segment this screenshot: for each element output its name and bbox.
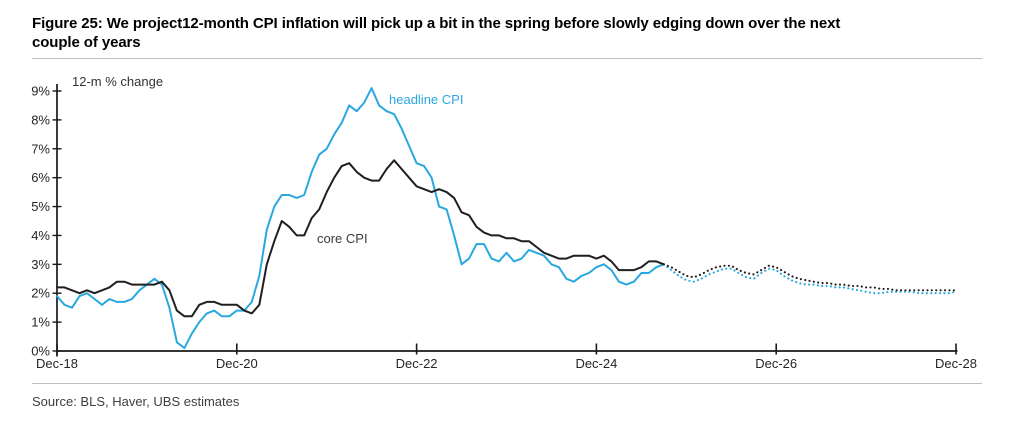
y-tick-label: 3% <box>31 257 50 272</box>
y-tick-label: 8% <box>31 112 50 127</box>
source-note: Source: BLS, Haver, UBS estimates <box>32 394 240 409</box>
figure-title-line1: Figure 25: We project12-month CPI inflat… <box>32 15 841 32</box>
figure-title: Figure 25: We project12-month CPI inflat… <box>32 14 992 52</box>
y-tick-label: 6% <box>31 170 50 185</box>
core-cpi-label: core CPI <box>317 231 368 246</box>
x-tick-label: Dec-24 <box>575 356 617 371</box>
headline-cpi-line-actual <box>56 87 665 350</box>
y-tick-label: 2% <box>31 286 50 301</box>
core-cpi-line-forecast <box>662 263 958 292</box>
x-tick-label: Dec-22 <box>396 356 438 371</box>
source-divider <box>32 383 982 384</box>
x-tick-label: Dec-28 <box>935 356 977 371</box>
y-tick-label: 5% <box>31 199 50 214</box>
x-tick-label: Dec-18 <box>36 356 78 371</box>
headline-cpi-line-forecast <box>662 263 958 295</box>
y-tick-label: 0% <box>31 344 50 359</box>
title-divider <box>32 58 982 59</box>
chart-axes: 0% 1% 2% 3% 4% 5% 6% 7% 8% 9% Dec-18 Dec-20 Dec-22 De… <box>31 84 977 372</box>
y-tick-label: 9% <box>31 84 50 99</box>
y-tick-label: 7% <box>31 141 50 156</box>
y-tick-label: 1% <box>31 315 50 330</box>
y-tick-label: 4% <box>31 228 50 243</box>
figure-title-line2: couple of years <box>32 34 141 51</box>
x-tick-label: Dec-20 <box>216 356 258 371</box>
y-axis-title: 12-m % change <box>72 74 163 89</box>
core-cpi-line-actual <box>56 159 665 318</box>
chart-series <box>56 87 958 350</box>
x-tick-label: Dec-26 <box>755 356 797 371</box>
headline-cpi-label: headline CPI <box>389 92 463 107</box>
